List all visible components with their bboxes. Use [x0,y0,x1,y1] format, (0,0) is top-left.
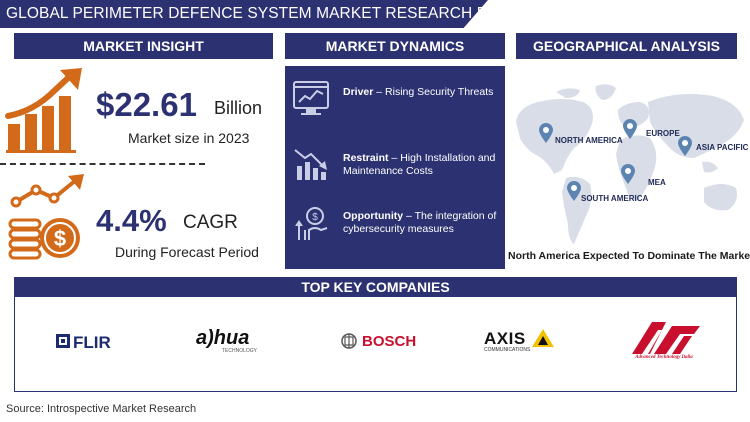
map-pin-icon [621,164,635,184]
top-key-companies-header: TOP KEY COMPANIES [14,277,737,297]
opportunity-text: The integration of cybersecurity measure… [343,210,497,235]
ati-mark-icon [632,322,700,354]
dahua-logo: a)hua TECHNOLOGY [196,316,257,366]
flir-mark-icon: FLIR [56,333,111,351]
market-dynamics-panel: Driver – Rising Security Threats Restrai… [285,66,505,269]
flir-logo-text: FLIR [73,333,111,351]
axis-logo-subtext: COMMUNICATIONS [484,346,531,353]
axis-triangle-icon [532,329,555,347]
monitor-chart-icon [293,81,329,115]
restraint-item: Restraint – High Installation and Mainte… [343,152,496,177]
world-map [516,84,744,244]
axis-logo: AXIS COMMUNICATIONS [484,316,555,366]
opportunity-label: Opportunity [343,210,404,222]
map-pin-icon [678,136,692,156]
flir-logo: FLIR [56,316,124,366]
ati-logo-subtext: Advanced Technology Italia [635,355,693,360]
dahua-logo-subtext: TECHNOLOGY [222,348,258,354]
geo-caption: North America Expected To Dominate The M… [508,250,750,262]
ati-logo: Advanced Technology Italia [622,316,706,366]
cagr-value: 4.4% [96,203,167,238]
growth-bar-chart-icon [5,68,82,153]
restraint-text: High Installation and Maintenance Costs [343,152,496,177]
map-pin-icon [623,119,637,139]
opportunity-item: Opportunity – The integration of cyberse… [343,210,497,235]
market-dynamics-header: MARKET DYNAMICS [285,33,505,59]
hand-growth-icon: $ [295,207,328,240]
source-note: Source: Introspective Market Research [6,403,197,415]
axis-logo-text: AXIS [484,328,526,348]
dahua-logo-text: a)hua [196,327,250,349]
market-size-unit: Billion [214,98,263,118]
bosch-armature-icon [341,333,357,349]
market-size-value: $22.61 [96,86,197,123]
geographical-analysis-header: GEOGRAPHICAL ANALYSIS [516,33,737,59]
driver-label: Driver [343,86,374,98]
coins-dollar-icon: $ [8,174,84,260]
driver-text: Rising Security Threats [385,86,494,98]
region-label-north-america: NORTH AMERICA [555,136,623,145]
dashed-divider [0,163,205,165]
restraint-label: Restraint [343,152,389,164]
cagr-caption: During Forecast Period [115,244,259,260]
bosch-logo-text: BOSCH [362,332,417,350]
market-size-caption: Market size in 2023 [128,130,250,146]
cagr-unit: CAGR [183,212,238,233]
report-title: GLOBAL PERIMETER DEFENCE SYSTEM MARKET R… [6,5,542,22]
svg-text:$: $ [312,212,318,223]
title-bar [0,0,488,28]
map-pin-icon [567,181,581,201]
bosch-logo: BOSCH [341,316,416,366]
map-pin-icon [539,123,553,143]
market-insight-header: MARKET INSIGHT [14,33,273,59]
svg-text:$: $ [54,226,66,251]
region-label-europe: EUROPE [646,129,680,138]
declining-chart-icon [294,149,327,180]
region-label-asia-pacific: ASIA PACIFIC [696,143,749,152]
region-label-mea: MEA [648,178,666,187]
region-label-south-america: SOUTH AMERICA [581,194,649,203]
driver-item: Driver – Rising Security Threats [343,86,494,98]
